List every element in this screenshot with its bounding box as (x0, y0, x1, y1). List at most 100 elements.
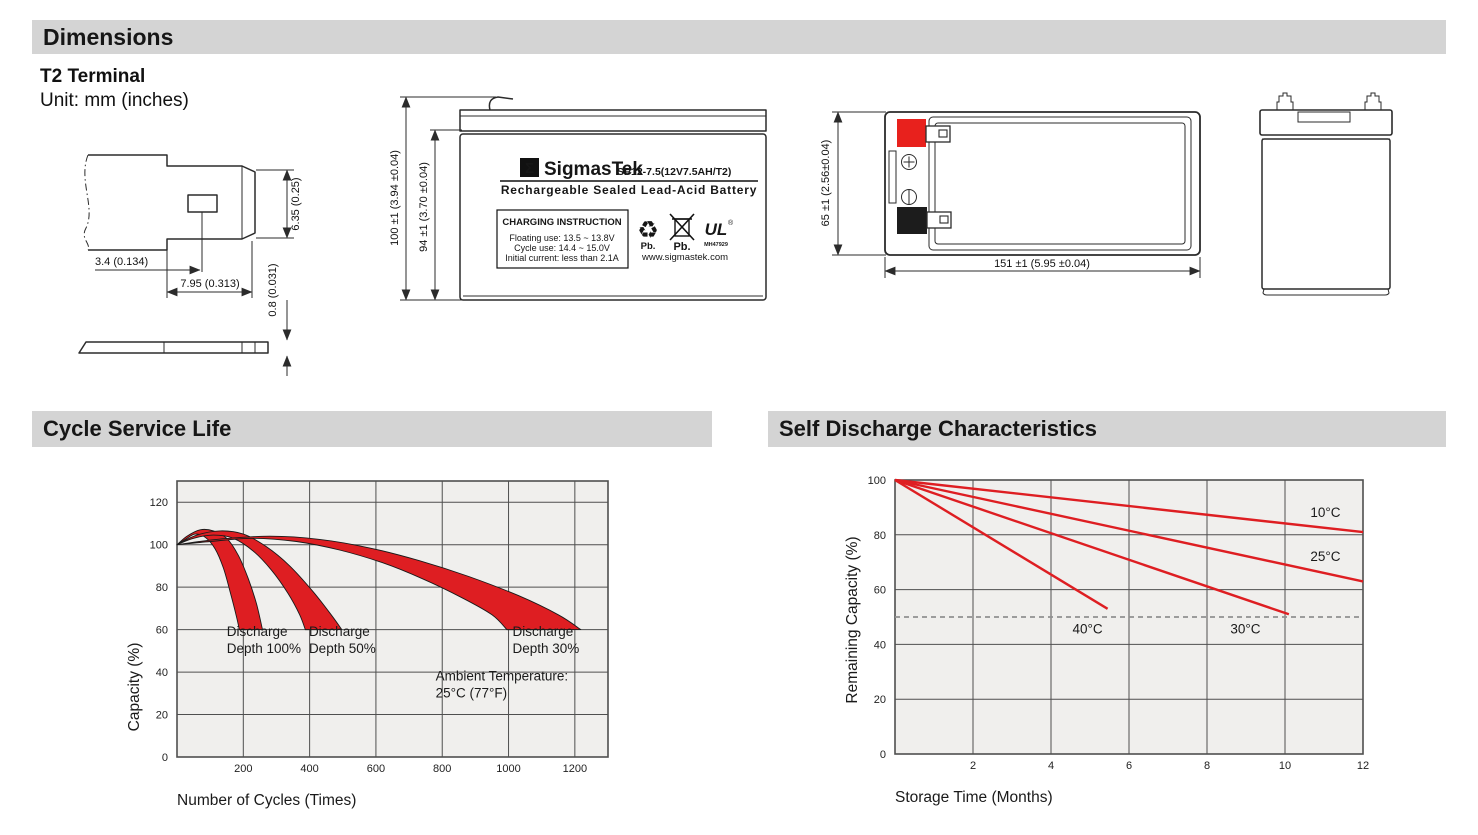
y-tick-label: 20 (874, 694, 886, 706)
end-view-body (1261, 138, 1391, 290)
brand-name: SigmasTek (544, 159, 643, 180)
x-axis-label: Storage Time (Months) (895, 789, 1053, 806)
x-tick-label: 400 (300, 763, 318, 775)
dim-tab-height: 6.35 (0.25) (290, 177, 302, 230)
terminal-side-profile (78, 341, 269, 354)
dim-tab-offset: 3.4 (0.134) (95, 256, 148, 268)
negative-terminal-marker (897, 207, 927, 234)
cycle-service-life-title: Cycle Service Life (43, 416, 232, 441)
y-tick-label: 20 (156, 710, 168, 722)
terminal-outline (88, 154, 256, 251)
unit-note: Unit: mm (inches) (40, 90, 189, 111)
x-tick-label: 800 (433, 763, 451, 775)
website-url: www.sigmastek.com (641, 252, 728, 263)
handle-recess (1297, 111, 1351, 123)
y-tick-label: 40 (874, 639, 886, 651)
y-axis-label: Capacity (%) (126, 643, 143, 732)
dim-tab-thickness: 0.8 (0.031) (267, 263, 279, 316)
y-axis-label: Remaining Capacity (%) (844, 536, 861, 703)
discharge-band (176, 535, 582, 631)
charging-line-2: Cycle use: 14.4 ~ 15.0V (514, 243, 610, 253)
positive-faston-tab (925, 125, 951, 143)
plot-border (176, 480, 609, 758)
chart-annotation: Discharge (513, 624, 574, 639)
chart-annotation: 30°C (1230, 621, 1260, 636)
battery-end-view-drawing (1259, 92, 1393, 296)
battery-lid (459, 109, 767, 132)
terminal-hole (187, 194, 218, 213)
x-tick-label: 8 (1204, 760, 1210, 772)
series-line (894, 478, 1290, 616)
dim-length: 151 ±1 (5.95 ±0.04) (994, 258, 1090, 270)
x-tick-label: 6 (1126, 760, 1132, 772)
series-line (894, 478, 1364, 583)
charging-line-3: Initial current: less than 2.1A (505, 253, 619, 263)
section-header-cycle-service-life: Cycle Service Life (32, 411, 712, 447)
x-axis-label: Number of Cycles (Times) (177, 792, 356, 809)
base-feet (1262, 288, 1390, 296)
logo-box (520, 158, 539, 177)
x-tick-label: 600 (367, 763, 385, 775)
recycle-icon: ♻ (637, 217, 659, 244)
self-discharge-title: Self Discharge Characteristics (779, 416, 1097, 441)
x-tick-label: 4 (1048, 760, 1054, 772)
recycle-pb-label: Pb. (641, 241, 656, 252)
battery-top-view-drawing: 65 ±1 (2.56±0.04) 151 ±1 (5.95 ±0.04) (820, 111, 1201, 278)
bin-pb-label: Pb. (673, 241, 690, 253)
chart-annotation: 40°C (1072, 621, 1102, 636)
x-tick-label: 12 (1357, 760, 1369, 772)
y-tick-label: 80 (156, 582, 168, 594)
ul-registered-icon: ® (728, 219, 734, 227)
chart-annotation: Depth 30% (513, 641, 580, 656)
chart-annotation: Discharge (309, 624, 370, 639)
self-discharge-chart: 0 20 40 60 80 100 2 4 6 8 10 12 10°C 25°C 40°C 30°C Stor… (844, 475, 1369, 806)
section-header-dimensions: Dimensions (32, 20, 1446, 54)
discharge-band (176, 530, 343, 631)
battery-body (459, 133, 767, 301)
y-tick-label: 80 (874, 530, 886, 542)
dimensions-title: Dimensions (43, 23, 174, 50)
cycle-service-life-chart: 0 20 40 60 80 100 120 200 400 600 800 1000 1200 Disch… (126, 480, 609, 809)
chart-annotation: 10°C (1310, 505, 1340, 520)
series-line (894, 478, 1109, 610)
x-tick-label: 1000 (496, 763, 520, 775)
negative-faston-tab (926, 211, 952, 229)
chart-annotation: Ambient Temperature: (436, 669, 569, 684)
ul-mark-icon: UL (705, 220, 728, 239)
terminal-detail-drawing: 3.4 (0.134) 7.95 (0.313) 6.35 (0.25) 0.8… (78, 154, 302, 376)
vent-handle (488, 96, 514, 111)
chart-annotation: Depth 100% (227, 641, 301, 656)
section-header-self-discharge: Self Discharge Characteristics (768, 411, 1446, 447)
dim-body-height: 94 ±1 (3.70 ±0.04) (418, 162, 430, 252)
y-tick-label: 40 (156, 667, 168, 679)
battery-front-view-drawing: 100 ±1 (3.94 ±0.04) 94 ±1 (3.70 ±0.04) Σ… (390, 96, 767, 301)
y-tick-label: 0 (880, 749, 886, 761)
chart-annotation: 25°C (1310, 549, 1340, 564)
side-rail (888, 150, 897, 204)
charging-title: CHARGING INSTRUCTION (502, 217, 621, 228)
y-tick-label: 0 (162, 752, 168, 764)
y-tick-label: 100 (150, 540, 168, 552)
end-view-lid (1259, 109, 1393, 136)
charging-instruction-box (496, 209, 629, 269)
terminal-left (1276, 92, 1294, 110)
x-tick-label: 1200 (563, 763, 587, 775)
product-subtitle: Rechargeable Sealed Lead-Acid Battery (501, 183, 757, 197)
chart-annotation: Discharge (227, 624, 288, 639)
top-view-outline (884, 111, 1201, 256)
series-line (894, 478, 1364, 534)
charging-line-1: Floating use: 13.5 ~ 13.8V (509, 233, 614, 243)
y-tick-label: 100 (868, 475, 886, 487)
x-tick-label: 10 (1279, 760, 1291, 772)
x-tick-label: 200 (234, 763, 252, 775)
logo-sigma-icon: Σ (525, 160, 534, 177)
y-tick-label: 60 (156, 625, 168, 637)
y-tick-label: 120 (150, 497, 168, 509)
t2-terminal-title: T2 Terminal (40, 66, 146, 87)
y-tick-label: 60 (874, 585, 886, 597)
break-line (83, 154, 90, 251)
terminal-right (1364, 92, 1382, 110)
dim-tab-length: 7.95 (0.313) (180, 278, 239, 290)
chart-annotation: Depth 50% (309, 641, 376, 656)
